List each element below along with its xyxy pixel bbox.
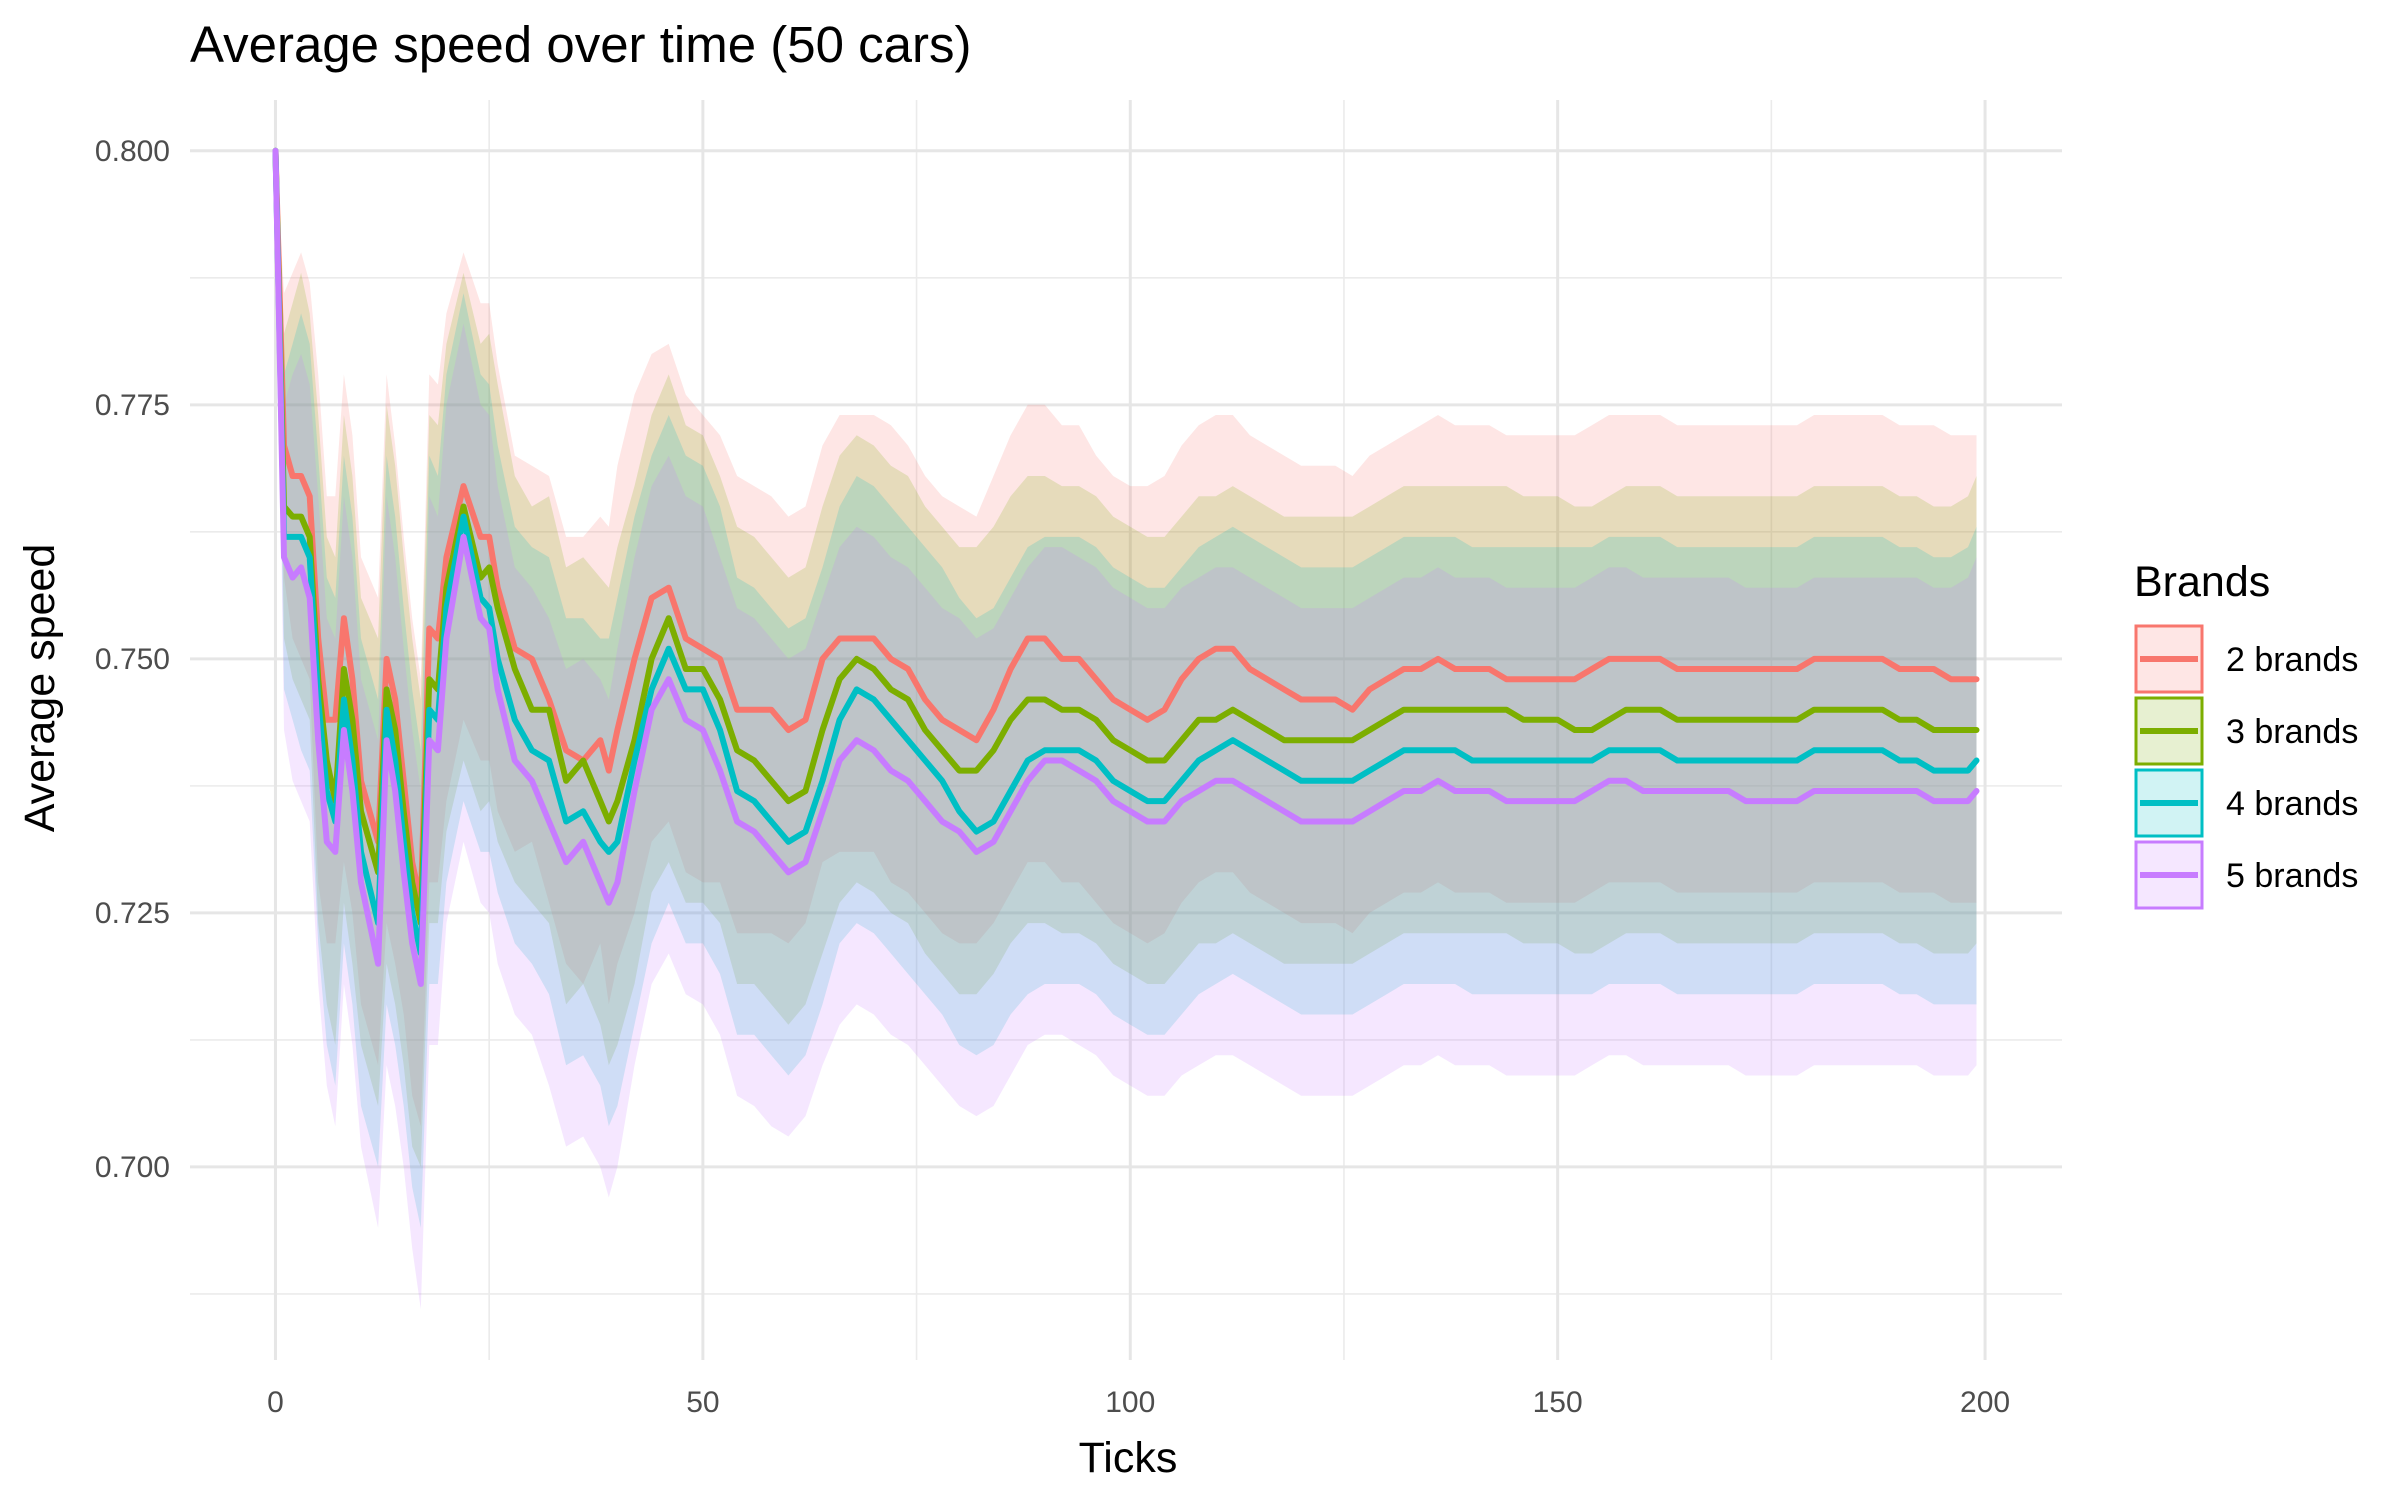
y-axis-title: Average speed	[16, 544, 64, 833]
legend-items: 2 brands 3 brands 4 brands 5 brands	[2134, 624, 2358, 910]
x-tick-label: 150	[1533, 1386, 1583, 1419]
ribbon-2-brands	[275, 150, 1977, 1127]
y-tick-label: 0.800	[95, 135, 170, 168]
legend-key	[2134, 624, 2204, 694]
ribbon-4-brands	[275, 150, 1977, 1228]
legend-label: 4 brands	[2226, 785, 2358, 823]
grid-minor	[190, 100, 2062, 1360]
y-tick-label: 0.775	[95, 389, 170, 422]
legend-label: 2 brands	[2226, 641, 2358, 679]
line-2-brands	[272, 147, 1980, 906]
line-5-brands	[272, 147, 1980, 987]
x-tick-label: 0	[267, 1386, 284, 1419]
legend-key	[2134, 696, 2204, 766]
grid-major	[190, 100, 2062, 1360]
legend-key	[2134, 768, 2204, 838]
legend-label: 3 brands	[2226, 713, 2358, 751]
ribbon-3-brands	[275, 150, 1977, 1167]
x-tick-label: 100	[1105, 1386, 1155, 1419]
x-axis-title: Ticks	[1079, 1434, 1178, 1482]
confidence-ribbons	[275, 150, 1977, 1310]
ribbon-5-brands	[275, 150, 1977, 1310]
legend: Brands 2 brands 3 brands 4 brands 5 bran…	[2134, 558, 2358, 910]
x-axis-ticks: 0 50 100 150 200	[267, 1386, 2010, 1419]
y-tick-label: 0.725	[95, 897, 170, 930]
series-lines	[272, 147, 1980, 987]
y-tick-label: 0.700	[95, 1151, 170, 1184]
x-tick-label: 200	[1960, 1386, 2010, 1419]
legend-label: 5 brands	[2226, 857, 2358, 895]
legend-title: Brands	[2134, 558, 2270, 606]
y-tick-label: 0.750	[95, 643, 170, 676]
chart-title: Average speed over time (50 cars)	[190, 16, 971, 73]
y-axis-ticks: 0.700 0.725 0.750 0.775 0.800	[95, 135, 170, 1184]
legend-key	[2134, 840, 2204, 910]
x-tick-label: 50	[686, 1386, 719, 1419]
